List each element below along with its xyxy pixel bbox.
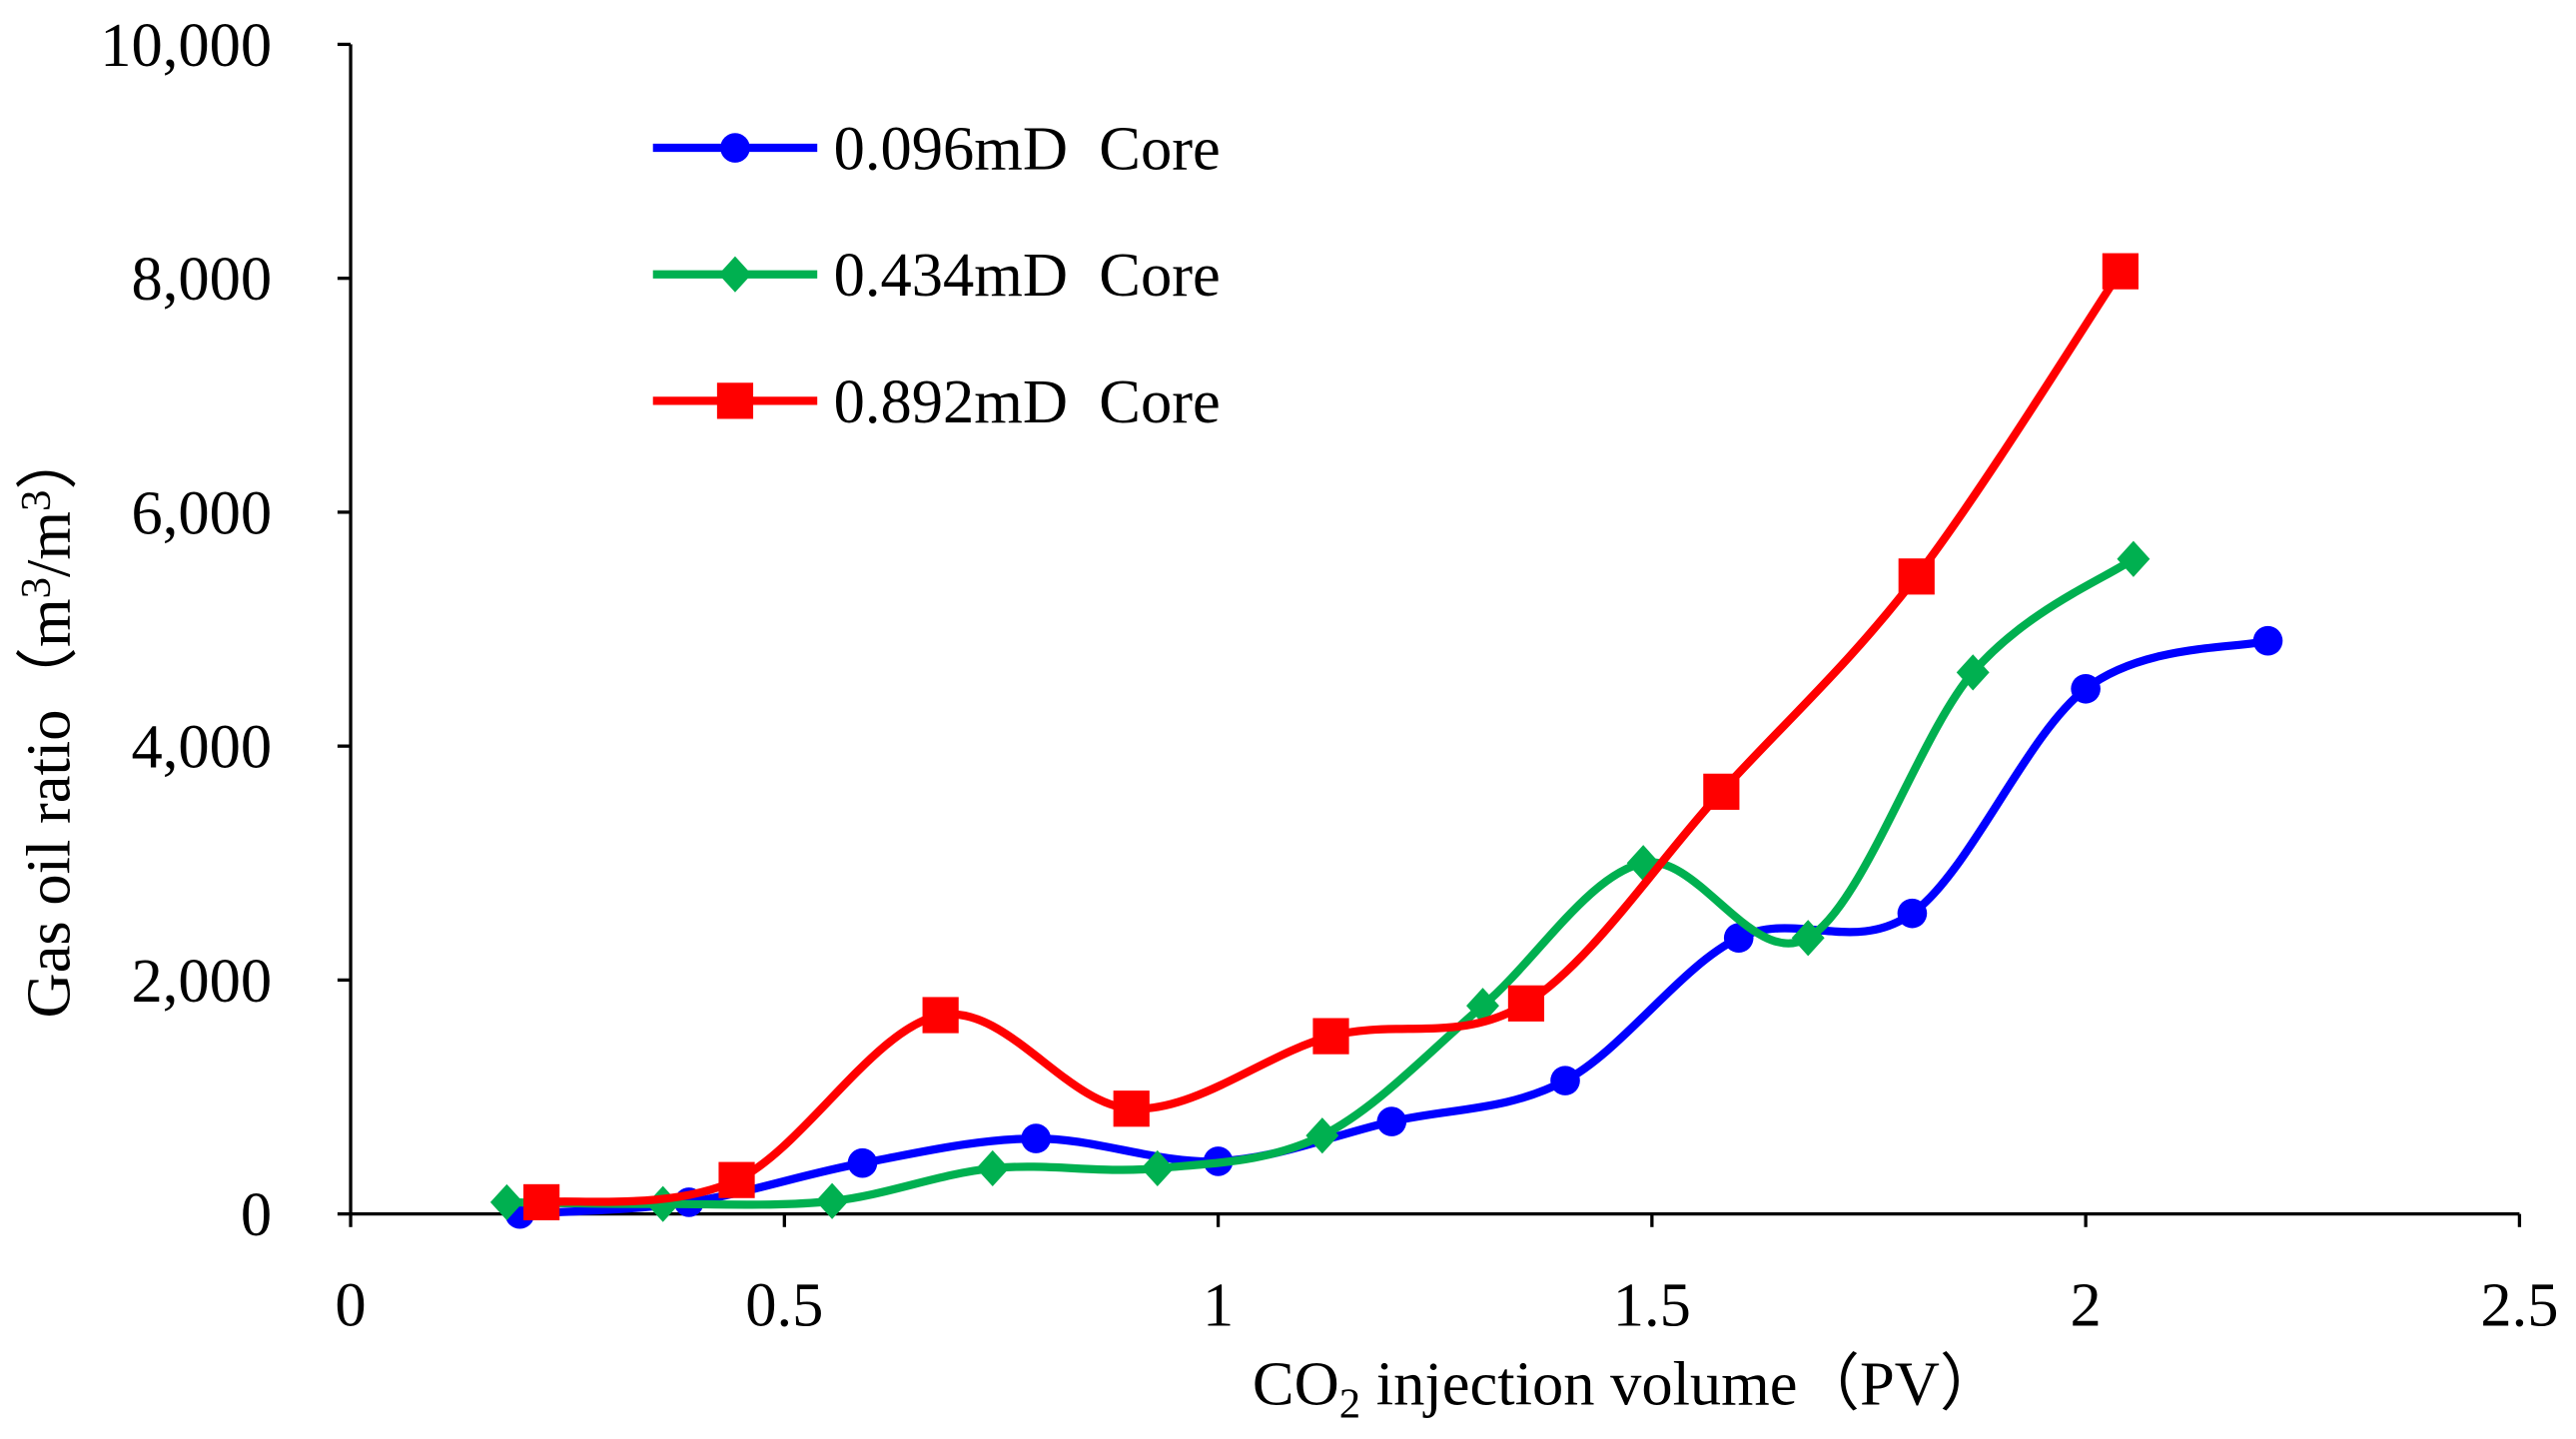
data-point-square — [2102, 253, 2139, 290]
data-point-square — [1312, 1018, 1349, 1055]
series-2 — [523, 253, 2139, 1221]
y-tick-label: 2,000 — [131, 946, 272, 1016]
x-tick-label: 0.5 — [745, 1269, 823, 1339]
data-point-circle — [2071, 673, 2101, 704]
data-point-circle — [1376, 1106, 1407, 1136]
data-point-circle — [1723, 923, 1754, 954]
legend-label: 0.096mD Core — [834, 113, 1221, 183]
y-tick-label: 4,000 — [131, 712, 272, 782]
data-point-circle — [2252, 625, 2283, 656]
data-point-square — [716, 382, 754, 419]
data-point-diamond — [1791, 920, 1825, 957]
data-point-circle — [847, 1147, 878, 1178]
series-line — [540, 269, 2125, 1207]
y-tick-label: 8,000 — [131, 244, 272, 314]
data-point-diamond — [2117, 540, 2150, 577]
data-point-square — [1507, 985, 1545, 1022]
data-point-circle — [1021, 1123, 1051, 1153]
series-line — [506, 555, 2137, 1209]
data-point-diamond — [976, 1149, 1010, 1187]
legend-label: 0.434mD Core — [834, 240, 1221, 310]
x-tick-label: 2.5 — [2480, 1269, 2558, 1339]
data-point-diamond — [1305, 1117, 1339, 1154]
y-axis-label: Gas oil ratio（m3/m3） — [13, 427, 84, 1018]
x-tick-label: 1 — [1203, 1269, 1234, 1339]
x-axis-label: CO2 injection volume（PV） — [1253, 1348, 2003, 1427]
legend-item: 0.096mD Core — [652, 113, 1221, 183]
data-point-square — [718, 1161, 755, 1198]
data-point-square — [1703, 773, 1740, 810]
x-tick-label: 0 — [335, 1269, 366, 1339]
x-tick-label: 1.5 — [1613, 1269, 1691, 1339]
y-tick-label: 6,000 — [131, 477, 272, 547]
y-tick-label: 0 — [241, 1179, 272, 1249]
data-point-circle — [1550, 1066, 1580, 1095]
legend-item: 0.434mD Core — [652, 240, 1221, 310]
data-point-diamond — [718, 256, 752, 293]
data-point-diamond — [489, 1183, 523, 1221]
legend: 0.096mD Core 0.434mD Core 0.892mD Core — [652, 113, 1221, 436]
x-tick-label: 2 — [2071, 1269, 2102, 1339]
y-tick-label: 10,000 — [100, 10, 272, 80]
series-0 — [504, 625, 2283, 1229]
legend-label: 0.892mD Core — [834, 366, 1221, 436]
data-point-square — [1898, 558, 1935, 595]
series-line — [519, 636, 2269, 1218]
data-point-square — [1113, 1090, 1150, 1127]
data-point-circle — [1897, 898, 1928, 929]
series-1 — [489, 540, 2150, 1222]
data-point-circle — [720, 133, 750, 163]
legend-item: 0.892mD Core — [652, 366, 1221, 436]
axes: 0 0.5 1 1.5 2 2.5 0 2,000 4,000 6,000 8,000 10,000 — [100, 10, 2558, 1340]
data-point-square — [922, 997, 959, 1034]
data-point-square — [523, 1183, 560, 1221]
data-point-diamond — [1466, 988, 1499, 1025]
